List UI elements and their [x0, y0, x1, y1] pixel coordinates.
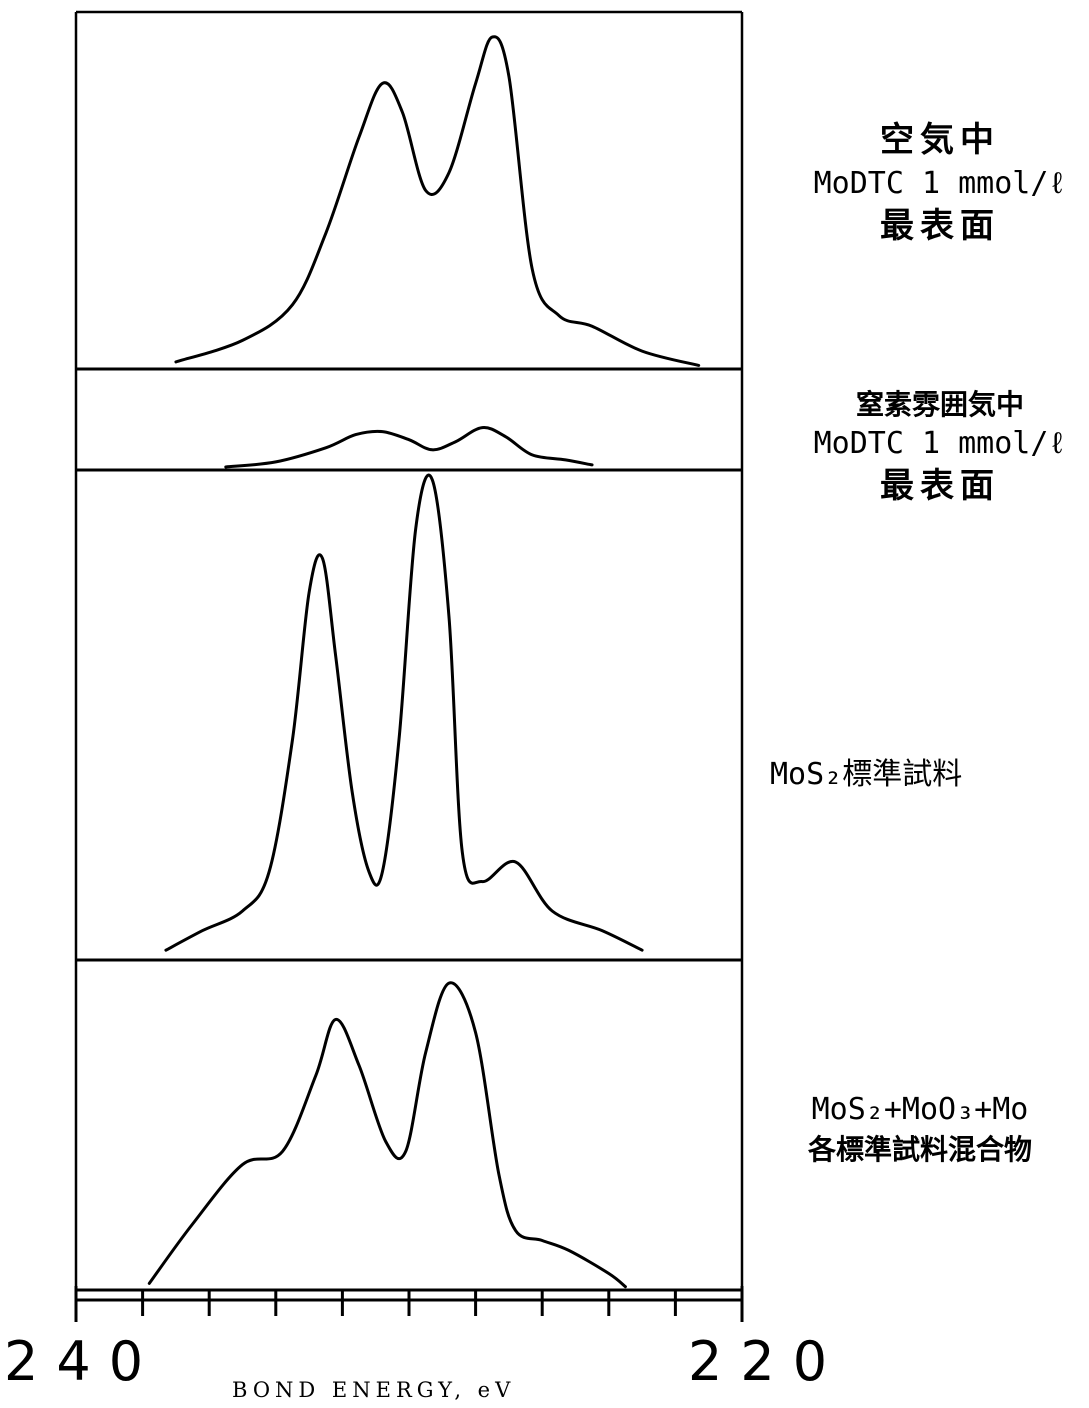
panel-1-label-line-3: 最表面: [880, 206, 1000, 247]
panel-1-curve: [174, 35, 701, 367]
panel-2-label: 窒素雰囲気中 MoDTC 1 mmol/ℓ 最表面: [790, 386, 1089, 510]
panel-3-curve: [164, 473, 644, 952]
panel-1-label-line-2: MoDTC 1 mmol/ℓ: [813, 165, 1067, 201]
panel-2-label-line-1: 窒素雰囲気中: [855, 388, 1024, 421]
panel-4-label: MoS₂+MoO₃+Mo 各標準試料混合物: [770, 1090, 1070, 1168]
panel-3-label-line-1: MoS₂標準試料: [770, 757, 963, 792]
panel-1-label-line-1: 空気中: [880, 120, 1000, 160]
panel-1-label: 空気中 MoDTC 1 mmol/ℓ 最表面: [790, 118, 1089, 250]
panel-3-label: MoS₂標準試料: [770, 755, 990, 796]
x-tick-label-220: 220: [688, 1330, 846, 1393]
x-axis: [74, 1286, 744, 1322]
panel-2-curve: [224, 426, 594, 469]
panel-2-label-line-3: 最表面: [880, 466, 1000, 507]
panel-4-curve: [147, 981, 627, 1289]
panel-2-label-line-2: MoDTC 1 mmol/ℓ: [813, 425, 1067, 461]
panel-4-label-line-2: 各標準試料混合物: [807, 1132, 1032, 1166]
panel-frames: [74, 10, 744, 1292]
x-axis-title: BOND ENERGY, eV: [232, 1378, 516, 1402]
spectra-curves: [147, 35, 701, 1289]
panel-4-label-line-1: MoS₂+MoO₃+Mo: [811, 1092, 1029, 1127]
x-tick-label-240: 240: [4, 1330, 162, 1393]
